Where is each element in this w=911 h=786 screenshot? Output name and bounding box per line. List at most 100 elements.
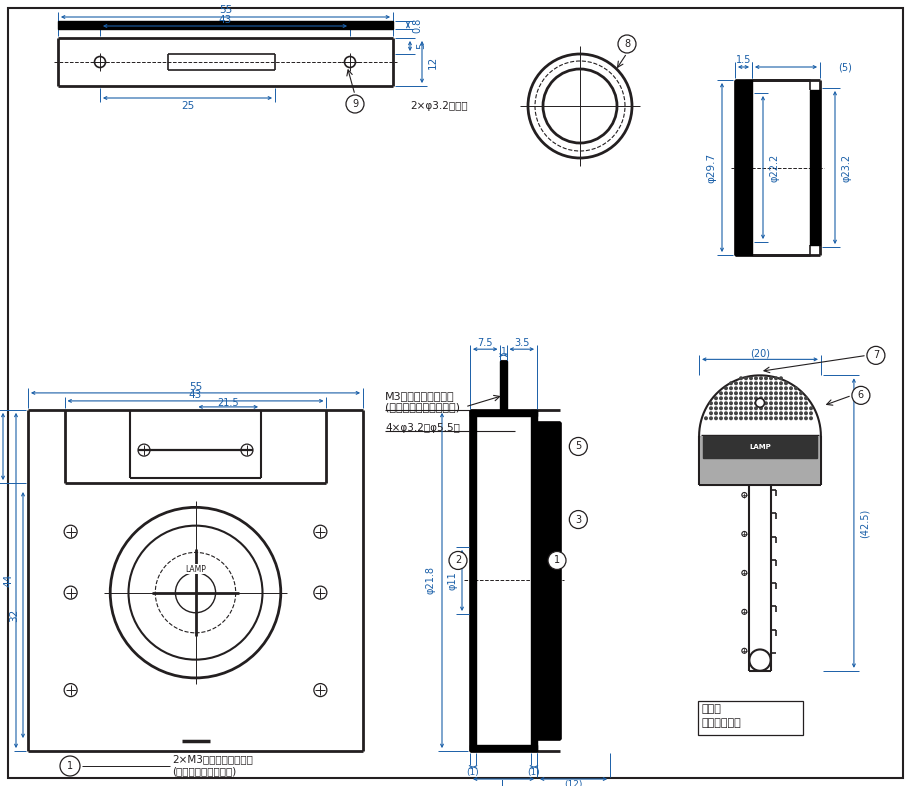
Circle shape <box>794 417 798 421</box>
Text: 32: 32 <box>9 608 19 622</box>
Circle shape <box>739 396 743 400</box>
Circle shape <box>714 417 718 421</box>
Circle shape <box>774 381 778 385</box>
Circle shape <box>804 406 808 410</box>
Circle shape <box>734 411 738 415</box>
Circle shape <box>769 406 773 410</box>
Circle shape <box>709 406 713 410</box>
Circle shape <box>764 381 768 385</box>
Circle shape <box>618 35 636 53</box>
Text: (1): (1) <box>527 769 540 777</box>
Circle shape <box>754 386 758 391</box>
Text: 44: 44 <box>3 574 13 587</box>
Circle shape <box>764 376 768 380</box>
Text: (12): (12) <box>564 780 583 786</box>
Circle shape <box>789 396 793 400</box>
Circle shape <box>804 417 808 421</box>
Text: 1: 1 <box>554 556 560 565</box>
Bar <box>531 410 537 751</box>
Circle shape <box>724 396 728 400</box>
Circle shape <box>794 402 798 406</box>
Text: 2: 2 <box>455 556 461 565</box>
Circle shape <box>724 402 728 406</box>
Text: 43: 43 <box>219 15 231 25</box>
Circle shape <box>779 406 783 410</box>
Circle shape <box>749 411 753 415</box>
Text: (1): (1) <box>466 769 479 777</box>
Circle shape <box>548 552 566 569</box>
Circle shape <box>749 391 753 395</box>
Circle shape <box>749 417 753 421</box>
Circle shape <box>774 406 778 410</box>
Text: φ11: φ11 <box>447 571 457 590</box>
Text: 25: 25 <box>181 101 194 111</box>
Circle shape <box>852 387 870 404</box>
Circle shape <box>769 417 773 421</box>
Circle shape <box>734 396 738 400</box>
Circle shape <box>704 417 708 421</box>
Text: 55: 55 <box>219 5 232 15</box>
Bar <box>470 410 537 416</box>
Text: キー番号刻印: キー番号刻印 <box>702 718 742 728</box>
Text: 0.8: 0.8 <box>412 17 422 33</box>
Circle shape <box>754 391 758 395</box>
Text: 6: 6 <box>858 391 864 400</box>
Circle shape <box>794 386 798 391</box>
Circle shape <box>769 386 773 391</box>
Circle shape <box>799 417 803 421</box>
Circle shape <box>769 402 773 406</box>
Text: 43: 43 <box>189 390 202 400</box>
Text: 5: 5 <box>416 42 426 50</box>
Circle shape <box>744 406 748 410</box>
Circle shape <box>759 406 763 410</box>
Circle shape <box>779 417 783 421</box>
Circle shape <box>739 406 743 410</box>
Text: (42.5): (42.5) <box>860 509 870 538</box>
Circle shape <box>759 381 763 385</box>
Text: 1: 1 <box>67 761 73 771</box>
Circle shape <box>774 402 778 406</box>
Circle shape <box>744 376 748 380</box>
Circle shape <box>794 396 798 400</box>
Circle shape <box>779 411 783 415</box>
Circle shape <box>774 391 778 395</box>
Circle shape <box>779 381 783 385</box>
Circle shape <box>759 417 763 421</box>
Circle shape <box>764 417 768 421</box>
Bar <box>500 362 507 410</box>
Circle shape <box>784 391 788 395</box>
Circle shape <box>724 391 728 395</box>
Circle shape <box>739 402 743 406</box>
Bar <box>735 80 752 255</box>
Text: 12: 12 <box>428 55 438 68</box>
Circle shape <box>759 386 763 391</box>
Circle shape <box>764 386 768 391</box>
Circle shape <box>779 396 783 400</box>
Circle shape <box>714 406 718 410</box>
Circle shape <box>729 381 733 385</box>
Circle shape <box>739 417 743 421</box>
Bar <box>470 745 537 751</box>
Text: 裏面に: 裏面に <box>702 704 722 714</box>
Circle shape <box>779 391 783 395</box>
Circle shape <box>734 381 738 385</box>
Text: 21.5: 21.5 <box>218 398 239 408</box>
Circle shape <box>809 411 813 415</box>
Circle shape <box>60 756 80 776</box>
Circle shape <box>709 417 713 421</box>
Circle shape <box>754 406 758 410</box>
Circle shape <box>774 386 778 391</box>
Circle shape <box>714 411 718 415</box>
Circle shape <box>724 386 728 391</box>
Circle shape <box>789 402 793 406</box>
Circle shape <box>809 417 813 421</box>
Text: φ22.2: φ22.2 <box>769 153 779 182</box>
Circle shape <box>759 391 763 395</box>
Circle shape <box>724 411 728 415</box>
Circle shape <box>784 386 788 391</box>
Circle shape <box>749 381 753 385</box>
Bar <box>537 422 560 739</box>
Circle shape <box>789 411 793 415</box>
Circle shape <box>734 406 738 410</box>
Circle shape <box>754 376 758 380</box>
